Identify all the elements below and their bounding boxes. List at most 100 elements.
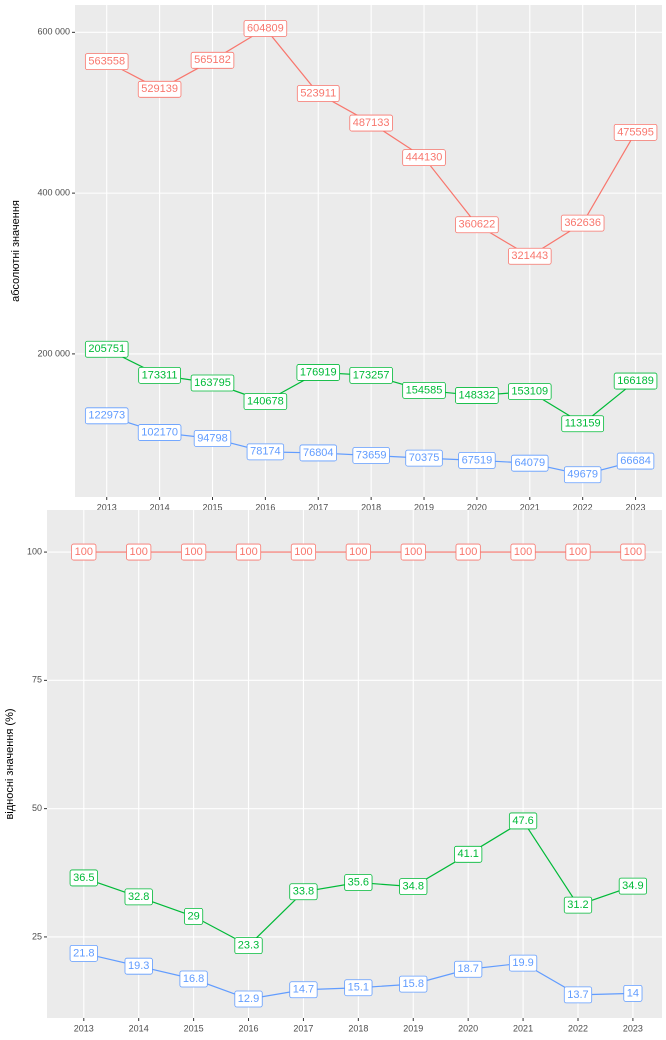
y-tick-label: 400 000: [37, 187, 70, 197]
y-tick-label: 600 000: [37, 27, 70, 37]
x-tick-label: 2022: [568, 1023, 588, 1033]
y-axis-title: абсолютні значення: [10, 200, 22, 302]
data-label-box: [508, 954, 538, 972]
data-label-box: [179, 970, 208, 988]
data-label: 64079: [511, 454, 549, 472]
data-label-text: 100: [184, 546, 202, 558]
data-label: 16.8: [179, 970, 208, 988]
x-tick-label: 2016: [239, 1023, 259, 1033]
data-label: 565182: [190, 51, 235, 69]
data-label: 35.6: [344, 874, 373, 891]
data-label-box: [235, 543, 262, 561]
data-label-text: 31.2: [567, 899, 588, 911]
data-label: 15.8: [399, 975, 428, 993]
data-label-box: [508, 383, 552, 400]
data-label: 32.8: [124, 888, 153, 906]
data-label-box: [190, 374, 235, 392]
y-tick-label: 100: [27, 546, 42, 556]
x-tick-label: 2019: [403, 1023, 423, 1033]
x-tick-label: 2021: [520, 502, 540, 512]
x-tick-label: 2014: [129, 1023, 149, 1033]
data-label-text: 122973: [88, 410, 125, 422]
data-label-text: 140678: [247, 395, 284, 407]
data-label-box: [454, 845, 483, 863]
data-label-box: [623, 984, 643, 1002]
data-label-box: [620, 543, 646, 561]
x-tick-label: 2021: [513, 1023, 533, 1033]
data-label-text: 73659: [356, 449, 387, 461]
data-label-text: 100: [239, 546, 257, 558]
data-label-box: [618, 877, 648, 895]
data-label: 523911: [296, 85, 340, 102]
data-label-text: 100: [569, 546, 587, 558]
data-label-text: 21.8: [73, 947, 94, 959]
data-label-text: 47.6: [512, 815, 533, 827]
data-label-box: [405, 449, 443, 467]
data-label-text: 15.1: [348, 982, 369, 994]
data-label: 113159: [561, 415, 605, 433]
data-label-text: 113159: [565, 418, 601, 430]
data-label: 23.3: [234, 937, 263, 955]
data-label: 163795: [190, 374, 235, 392]
data-label-box: [243, 393, 288, 410]
data-label-text: 102170: [141, 426, 178, 438]
data-label-box: [561, 415, 605, 433]
data-label: 19.9: [508, 954, 538, 972]
data-label-box: [124, 957, 153, 975]
x-tick-label: 2017: [308, 502, 328, 512]
data-label-text: 15.8: [403, 978, 424, 990]
data-label: 31.2: [563, 896, 593, 914]
data-label-box: [563, 466, 602, 484]
panel: 25 50 75 100 2013 2014 2015 2016 2017 2018 2019 202…: [4, 510, 662, 1033]
data-label-text: 70375: [409, 452, 440, 464]
data-label-text: 148332: [459, 389, 496, 401]
data-label-text: 34.9: [622, 880, 643, 892]
data-label: 100: [181, 543, 207, 561]
data-label-text: 604809: [247, 22, 284, 34]
x-tick-label: 2023: [623, 1023, 643, 1033]
data-label: 100: [565, 543, 591, 561]
data-label: 100: [290, 543, 317, 561]
x-tick-label: 2019: [414, 502, 434, 512]
data-label-text: 67519: [462, 454, 493, 466]
data-label-box: [184, 908, 204, 925]
data-label-box: [455, 387, 499, 404]
data-label-text: 176919: [300, 366, 337, 378]
y-tick-label: 75: [32, 675, 42, 685]
data-label-text: 94798: [197, 432, 228, 444]
data-label-text: 153109: [511, 386, 548, 398]
data-label: 173311: [138, 366, 181, 384]
x-tick-label: 2013: [97, 502, 117, 512]
data-label: 14.7: [289, 981, 318, 999]
data-label: 18.7: [454, 960, 483, 978]
data-label-text: 35.6: [348, 876, 369, 888]
data-label-text: 32.8: [128, 891, 149, 903]
data-label: 100: [126, 543, 152, 561]
x-tick-label: 2018: [348, 1023, 368, 1033]
data-label: 100: [620, 543, 646, 561]
data-label-text: 41.1: [457, 848, 478, 860]
data-label-text: 565182: [194, 54, 231, 66]
data-label-box: [352, 447, 390, 464]
data-label: 36.5: [69, 869, 98, 887]
panel: 200 000 400 000 600 000 2013 2014 2015 2016 201…: [10, 5, 662, 512]
data-label-box: [511, 454, 549, 472]
y-tick-label: 50: [32, 803, 42, 813]
data-label-box: [402, 149, 446, 167]
data-label-text: 100: [294, 546, 312, 558]
data-label: 19.3: [124, 957, 153, 975]
data-label-box: [399, 878, 428, 896]
data-label-text: 19.9: [512, 957, 533, 969]
data-label: 15.1: [344, 979, 373, 997]
data-label: 122973: [84, 407, 129, 425]
data-label-text: 23.3: [238, 940, 259, 952]
data-label: 563558: [84, 53, 129, 71]
data-label-text: 529139: [141, 83, 178, 95]
data-label-box: [84, 53, 129, 71]
data-label: 205751: [84, 340, 129, 358]
data-label-text: 12.9: [238, 993, 259, 1005]
data-label-text: 100: [75, 546, 93, 558]
y-tick-label: 200 000: [37, 348, 70, 358]
panel-background: [47, 510, 662, 1018]
data-label-box: [137, 80, 182, 98]
